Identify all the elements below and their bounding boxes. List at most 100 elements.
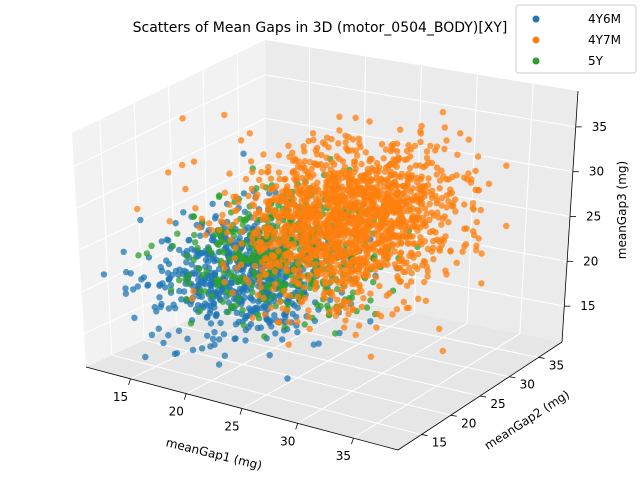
data-point (434, 209, 441, 216)
floor-pane (86, 284, 562, 450)
data-point (232, 249, 240, 256)
data-point (285, 249, 293, 256)
data-point (452, 208, 459, 215)
data-point (459, 248, 466, 255)
data-point (417, 130, 424, 137)
x-grid-line (466, 74, 478, 324)
y-tick-label: 30 (520, 378, 535, 392)
x-axis-label: meanGap1 (mg) (165, 435, 264, 472)
data-point (448, 203, 455, 210)
data-point (240, 216, 248, 224)
data-point (217, 319, 224, 327)
data-point (217, 232, 224, 240)
data-point (291, 155, 299, 162)
data-point (153, 308, 160, 315)
data-point (238, 253, 245, 260)
data-point (140, 274, 148, 281)
y-tick-mark (538, 357, 545, 359)
data-point (349, 289, 357, 296)
x-tick-label: 35 (336, 449, 351, 463)
data-point (264, 169, 271, 176)
x-tick-mark (295, 423, 299, 430)
data-point (188, 295, 196, 302)
data-point (403, 147, 411, 155)
data-point (465, 136, 472, 143)
data-point (258, 168, 265, 176)
data-point (469, 228, 477, 235)
data-point (245, 192, 252, 199)
data-point (179, 161, 186, 169)
data-point (174, 230, 181, 237)
data-point (310, 182, 317, 189)
data-point (194, 302, 202, 309)
data-point (436, 185, 443, 192)
data-point (420, 163, 427, 171)
data-point (347, 199, 354, 206)
data-point (485, 180, 493, 187)
z-tick-label: 25 (586, 210, 601, 224)
data-point (301, 148, 308, 155)
data-point (378, 141, 386, 148)
data-point (385, 182, 392, 189)
data-point (233, 218, 240, 225)
data-point (260, 294, 267, 302)
data-point (173, 350, 181, 357)
data-point (137, 216, 144, 224)
data-point (221, 278, 228, 286)
data-point (387, 250, 394, 257)
data-point (384, 261, 391, 268)
data-point (355, 199, 362, 206)
data-point (317, 198, 324, 205)
data-point (208, 249, 215, 256)
data-point (271, 229, 278, 236)
data-point (353, 248, 360, 256)
data-point (131, 314, 138, 321)
data-point (187, 320, 195, 327)
data-point (194, 244, 201, 252)
data-point (442, 267, 449, 274)
data-point (248, 307, 255, 314)
legend-box (515, 4, 637, 74)
data-point (247, 254, 255, 261)
data-point (331, 161, 338, 168)
data-point (216, 192, 223, 199)
data-point (315, 236, 322, 244)
data-point (329, 239, 337, 246)
data-point (219, 211, 226, 219)
data-point (433, 143, 441, 150)
data-point (201, 288, 209, 295)
data-point (352, 114, 359, 122)
data-point (279, 336, 286, 343)
data-point (220, 249, 228, 256)
data-point (265, 163, 272, 171)
data-point (461, 201, 468, 208)
data-point (439, 347, 446, 355)
data-point (473, 247, 480, 254)
data-point (178, 296, 185, 303)
data-point (368, 155, 375, 163)
data-point (294, 304, 301, 311)
legend-label-4y6m: 4Y6M (588, 12, 621, 26)
data-point (238, 137, 245, 144)
data-point (176, 246, 183, 254)
data-point (190, 256, 197, 264)
data-point (408, 270, 415, 277)
data-point (185, 272, 193, 279)
data-point (257, 324, 265, 331)
data-point (232, 335, 239, 342)
data-point (357, 185, 364, 192)
data-point (461, 174, 468, 181)
data-point (283, 202, 291, 209)
data-point (219, 298, 227, 305)
data-point (180, 209, 187, 216)
data-point (364, 226, 372, 233)
y-tick-label: 20 (461, 416, 476, 430)
data-point (421, 238, 428, 245)
data-point (281, 207, 288, 214)
data-point (134, 283, 141, 290)
data-point (301, 294, 309, 302)
data-point (266, 263, 274, 270)
data-point (367, 290, 374, 297)
data-point (261, 303, 268, 311)
data-point (387, 160, 395, 167)
